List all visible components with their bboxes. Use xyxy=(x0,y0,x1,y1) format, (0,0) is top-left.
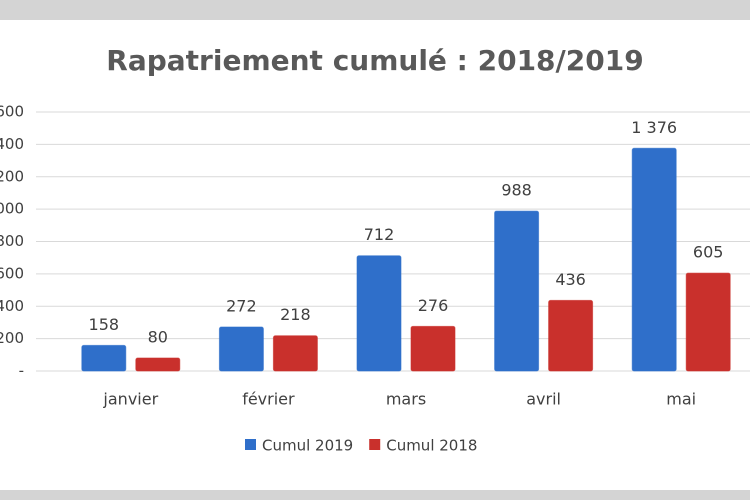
y-tick-label: 1 600 xyxy=(0,103,24,121)
bar xyxy=(494,210,540,372)
value-label: 218 xyxy=(280,305,311,324)
bar xyxy=(218,326,264,372)
y-tick-label: 600 xyxy=(0,264,24,282)
value-label: 272 xyxy=(226,296,257,315)
value-label: 1 376 xyxy=(631,118,677,137)
y-tick-label: 800 xyxy=(0,232,24,250)
bar xyxy=(631,147,677,372)
value-label: 712 xyxy=(364,225,395,244)
value-label: 80 xyxy=(148,328,168,347)
legend-swatch xyxy=(245,439,256,450)
chart-title: Rapatriement cumulé : 2018/2019 xyxy=(106,44,643,77)
value-label: 158 xyxy=(89,315,120,334)
bar xyxy=(135,357,181,372)
y-tick-label: - xyxy=(19,362,24,380)
x-tick-label: avril xyxy=(526,390,561,409)
y-tick-label: 1 400 xyxy=(0,135,24,153)
bar xyxy=(410,325,456,372)
value-label: 605 xyxy=(693,243,724,262)
x-tick-label: février xyxy=(242,390,295,409)
value-label: 988 xyxy=(501,181,532,200)
legend-label: Cumul 2018 xyxy=(386,437,477,455)
value-label: 436 xyxy=(555,270,586,289)
bar xyxy=(272,335,318,372)
y-tick-label: 400 xyxy=(0,297,24,315)
legend-label: Cumul 2019 xyxy=(262,437,353,455)
x-tick-label: mars xyxy=(386,390,426,409)
y-tick-label: 1 000 xyxy=(0,200,24,218)
bar xyxy=(548,299,594,372)
legend-swatch xyxy=(369,439,381,450)
y-tick-label: 200 xyxy=(0,329,24,347)
x-tick-label: janvier xyxy=(102,390,158,409)
bar xyxy=(685,272,731,372)
y-tick-label: 1 200 xyxy=(0,167,24,185)
bar xyxy=(356,255,402,372)
bar xyxy=(81,344,127,372)
x-tick-label: mai xyxy=(666,390,696,409)
value-label: 276 xyxy=(418,296,449,315)
panel xyxy=(0,20,750,490)
